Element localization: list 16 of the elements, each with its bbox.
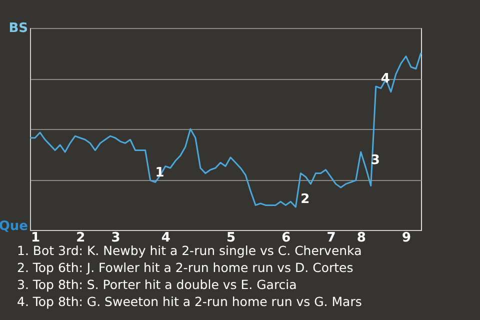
x-tick-label: 2 bbox=[76, 230, 86, 246]
x-tick-label: 8 bbox=[356, 230, 366, 246]
x-tick-label: 3 bbox=[111, 230, 120, 246]
x-tick-label: 6 bbox=[282, 230, 291, 246]
x-tick-label: 4 bbox=[161, 230, 170, 246]
text: BS bbox=[8, 21, 28, 36]
x-tick-label: 7 bbox=[326, 230, 336, 246]
x-tick-label: 9 bbox=[402, 230, 411, 246]
text: 4. Top 8th: G. Sweeton hit a 2-run home run vs G. Mars bbox=[17, 294, 362, 309]
x-tick-label: 5 bbox=[226, 230, 236, 246]
text: 2. Top 6th: J. Fowler hit a 2-run home run vs D. Cortes bbox=[17, 260, 354, 275]
x-tick-label: 1 bbox=[30, 230, 40, 246]
text: 4 bbox=[380, 71, 390, 86]
text: 3. Top 8th: S. Porter hit a double vs E. Garcia bbox=[17, 277, 297, 292]
text: 1. Bot 3rd: K. Newby hit a 2-run single vs C. Chervenka bbox=[17, 243, 362, 258]
text: 2 bbox=[300, 192, 310, 207]
